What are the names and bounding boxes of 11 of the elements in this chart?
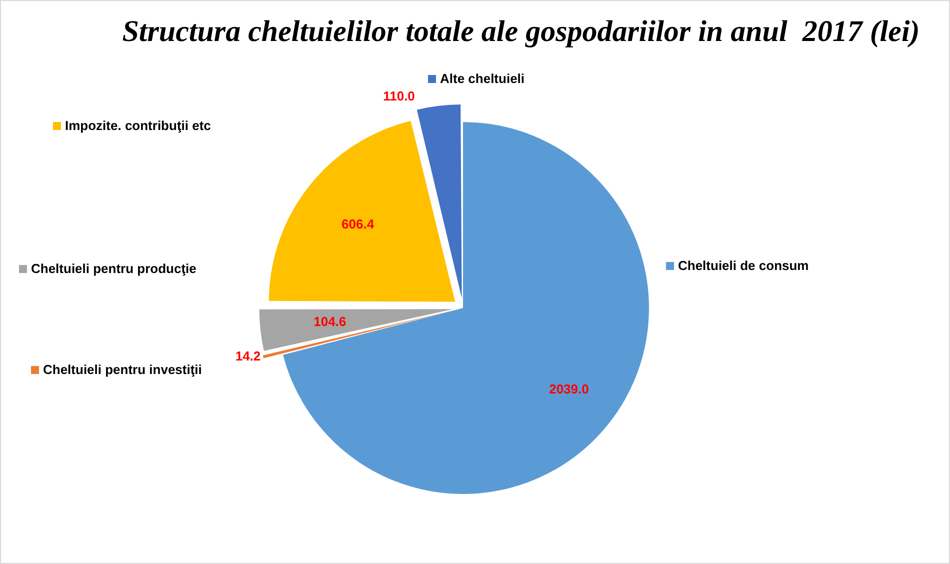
data-label: 2039.0 — [549, 381, 589, 396]
data-label: 104.6 — [314, 314, 346, 330]
data-label: 110.0 — [383, 88, 415, 104]
legend-label: Cheltuieli de consum — [678, 258, 809, 273]
legend-label: Impozite. contribuţii etc — [65, 118, 211, 133]
legend-label: Alte cheltuieli — [440, 71, 525, 86]
data-label: 14.2 — [235, 348, 261, 364]
legend-label: Cheltuieli pentru producţie — [31, 261, 196, 276]
chart-title: Structura cheltuielilor totale ale gospodariilor in anul 2017 (lei) — [121, 15, 921, 49]
data-label: 606.4 — [342, 216, 375, 232]
legend-label: Cheltuieli pentru investiţii — [43, 362, 202, 377]
